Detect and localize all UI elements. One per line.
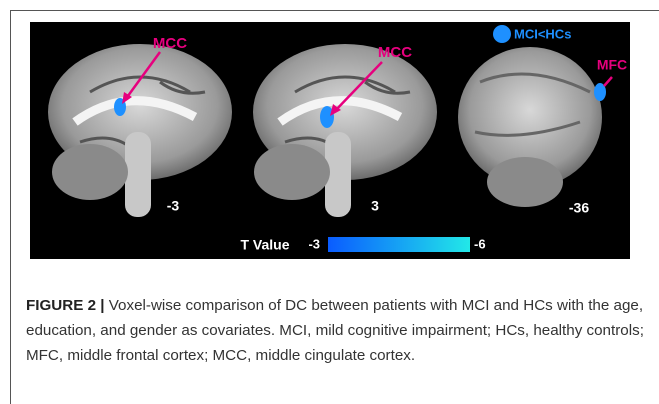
slice-coordinate: -3 [167, 198, 180, 214]
region-label: MCC [378, 44, 412, 61]
colorbar [328, 237, 470, 252]
legend-swatch [493, 25, 511, 43]
caption-text: Voxel-wise comparison of DC between pati… [26, 297, 644, 364]
region-label: MCC [153, 35, 187, 52]
caption-label: FIGURE 2 | [26, 297, 105, 314]
page: MCC MCC MFC MCI<HCs -3 3 -36 T Value -3 … [0, 0, 659, 403]
colorbar-title: T Value [240, 237, 289, 253]
colorbar-max: -6 [474, 236, 486, 251]
colorbar-min: -3 [308, 236, 320, 251]
figure-panel: MCC MCC MFC MCI<HCs -3 3 -36 T Value -3 … [30, 22, 630, 259]
region-label: MFC [597, 57, 627, 73]
caption: FIGURE 2 | Voxel-wise comparison of DC b… [26, 293, 646, 368]
slice-coordinate: 3 [371, 198, 379, 214]
legend-label: MCI<HCs [514, 26, 571, 41]
slice-coordinate: -36 [569, 200, 589, 216]
